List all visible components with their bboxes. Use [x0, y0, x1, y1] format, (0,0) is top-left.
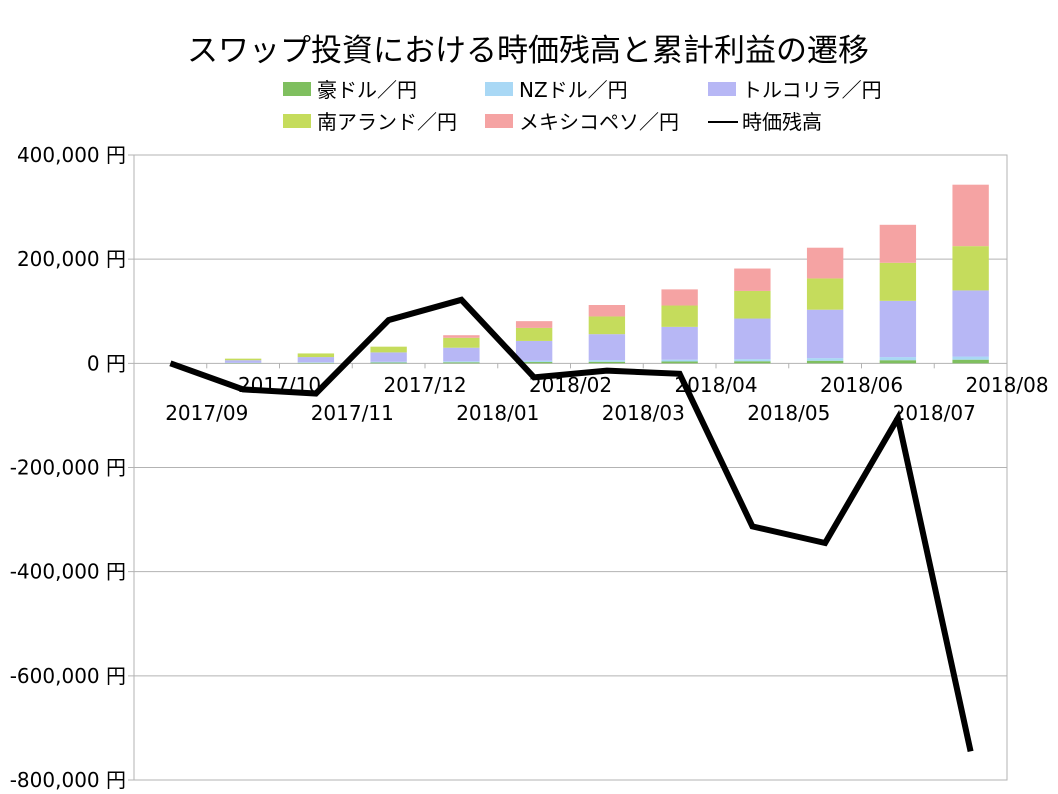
- bar-segment: [661, 361, 698, 364]
- legend-swatch: [708, 82, 736, 96]
- bar-segment: [588, 316, 626, 335]
- x-tick-label: 2018/01: [456, 401, 539, 425]
- bar-segment: [515, 360, 553, 363]
- x-tick-label: 2018/04: [674, 373, 757, 397]
- bar-segment: [734, 359, 771, 362]
- bar-segment: [952, 290, 989, 357]
- bar-segment: [588, 305, 626, 317]
- bar-segment: [661, 326, 698, 360]
- bar-segment: [661, 359, 698, 362]
- y-tick-label: 0 円: [87, 351, 126, 375]
- legend-swatch: [485, 114, 513, 128]
- bar-segment: [734, 268, 771, 291]
- bar-segment: [443, 335, 480, 338]
- bar-segment: [588, 361, 626, 364]
- bar-segment: [806, 360, 844, 364]
- x-tick-label: 2018/03: [602, 401, 685, 425]
- y-tick-label: -800,000 円: [10, 768, 126, 792]
- bar-segment: [879, 300, 917, 358]
- chart-title: スワップ投資における時価残高と累計利益の遷移: [187, 33, 869, 69]
- bar-segment: [734, 318, 771, 360]
- x-tick-label: 2017/11: [311, 401, 394, 425]
- bar-segment: [952, 246, 989, 291]
- bar-segment: [443, 347, 480, 362]
- x-tick-label: 2018/05: [747, 401, 830, 425]
- bar-segment: [661, 289, 698, 306]
- legend-swatch: [283, 82, 311, 96]
- bars: [224, 184, 989, 364]
- bar-segment: [879, 360, 917, 364]
- line-series: [169, 296, 974, 753]
- y-tick-label: -400,000 円: [10, 560, 126, 584]
- x-tick-label: 2017/09: [165, 401, 248, 425]
- bar-segment: [224, 358, 262, 361]
- bar-segment: [806, 358, 844, 361]
- bar-segment: [515, 327, 553, 341]
- bar-segment: [879, 224, 917, 263]
- bar-segment: [952, 359, 989, 364]
- bar-segment: [443, 361, 480, 363]
- bar-segment: [515, 321, 553, 328]
- bar-segment: [224, 360, 262, 363]
- bar-segment: [806, 278, 844, 310]
- bar-segment: [588, 360, 626, 362]
- y-tick-label: 400,000 円: [17, 143, 126, 167]
- x-tick-label: 2018/02: [529, 373, 612, 397]
- line-path: [169, 296, 974, 753]
- bar-segment: [515, 362, 553, 364]
- bar-segment: [879, 357, 917, 361]
- bar-segment: [297, 357, 335, 363]
- legend-label: 南アランド／円: [317, 110, 457, 134]
- bar-segment: [297, 353, 335, 358]
- bar-segment: [734, 290, 771, 319]
- bar-segment: [370, 361, 407, 363]
- bar-segment: [370, 362, 407, 364]
- y-tick-label: -200,000 円: [10, 456, 126, 480]
- legend-label: NZドル／円: [519, 78, 628, 102]
- bar-segment: [952, 184, 989, 247]
- x-tick-label: 2017/10: [238, 373, 321, 397]
- bar-segment: [879, 262, 917, 301]
- x-tick-label: 2018/06: [820, 373, 903, 397]
- bar-segment: [443, 337, 480, 348]
- legend-label: メキシコペソ／円: [519, 110, 679, 134]
- x-axis-labels: 2017/09 2017/10 2017/11 2017/12 2018/01 2018/…: [165, 373, 1048, 425]
- bar-segment: [370, 352, 407, 362]
- bar-segment: [952, 356, 989, 360]
- bar-segment: [661, 305, 698, 327]
- bar-segment: [734, 361, 771, 364]
- y-tick-label: -600,000 円: [10, 664, 126, 688]
- x-tick-label: 2018/08: [965, 373, 1048, 397]
- legend-swatch: [283, 114, 311, 128]
- bar-segment: [370, 346, 407, 353]
- legend-swatch: [485, 82, 513, 96]
- bar-segment: [806, 309, 844, 359]
- bar-segment: [806, 247, 844, 279]
- x-tick-label: 2017/12: [383, 373, 466, 397]
- legend-label: 時価残高: [742, 110, 822, 134]
- bar-segment: [515, 340, 553, 361]
- gridlines: [128, 154, 1008, 781]
- legend-label: トルコリラ／円: [742, 78, 882, 102]
- bar-segment: [297, 362, 335, 364]
- bar-segment: [443, 362, 480, 364]
- legend-label: 豪ドル／円: [317, 78, 417, 102]
- bar-segment: [588, 334, 626, 361]
- bar-segment: [297, 362, 335, 363]
- y-axis-labels: 400,000 円 200,000 円 0 円 -200,000 円 -400,000 …: [10, 143, 126, 792]
- x-tick-label: 2018/07: [893, 401, 976, 425]
- y-tick-label: 200,000 円: [17, 247, 126, 271]
